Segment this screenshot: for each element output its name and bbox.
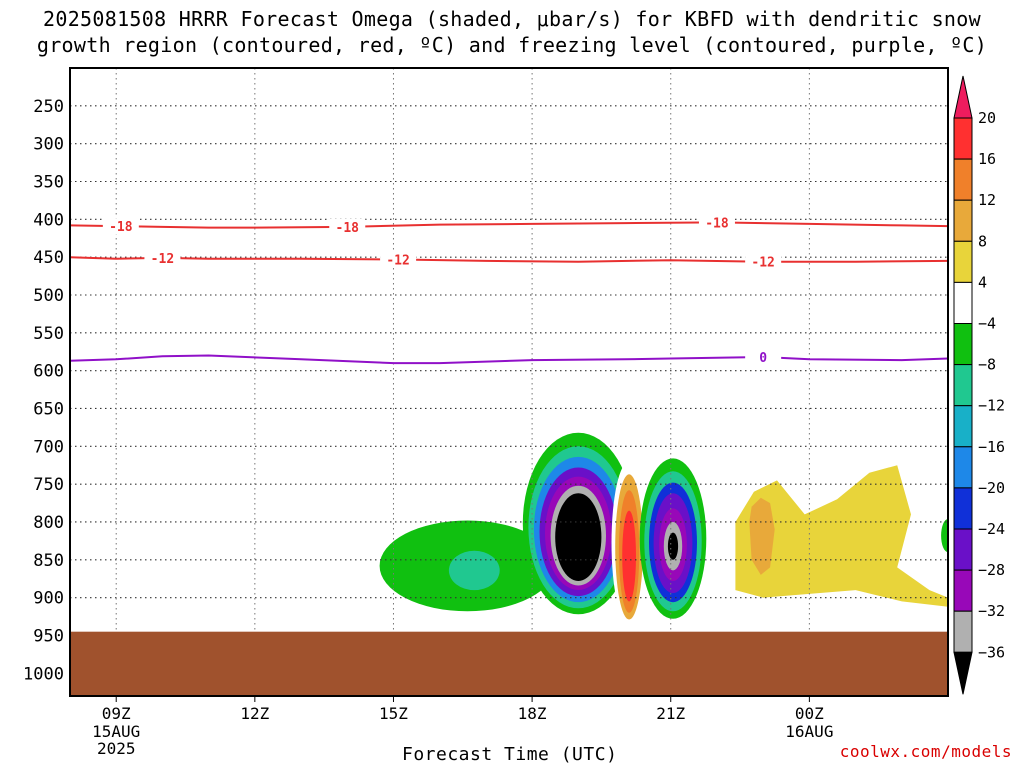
x-tick-sublabel: 16AUG [785,722,833,741]
y-tick-label: 1000 [23,664,64,684]
colorbar-bin [953,405,973,448]
x-axis-title: Forecast Time (UTC) [402,744,618,765]
contour-label-bg [698,214,735,231]
contour-path [70,221,948,229]
omega-shade [448,550,500,591]
y-tick-label: 750 [33,475,64,495]
y-tick-label: 850 [33,551,64,571]
ground-terrain [70,631,948,696]
colorbar-tick-label: 4 [978,273,987,291]
y-tick-label: 500 [33,286,64,306]
x-tick-label: 15Z [379,704,408,723]
colorbar-tick-label: −28 [978,561,1005,579]
contour-label-bg [144,249,181,266]
omega-shade [555,493,602,581]
y-tick-label: 800 [33,513,64,533]
colorbar-bin [953,610,973,653]
contour-label: -18 [109,220,133,235]
y-tick-label: 250 [33,97,64,117]
colorbar-bottom-arrow [953,651,973,695]
colorbar-bin [953,364,973,407]
colorbar-tick-label: −32 [978,602,1005,620]
colorbar-tick-label: 16 [978,150,996,168]
chart-title-line-2: growth region (contoured, red, ºC) and f… [36,33,988,57]
colorbar-tick-label: 12 [978,191,996,209]
omega-shade [667,532,679,560]
x-tick-label: 18Z [518,704,547,723]
colorbar: 20 16 12 8 4 −4 −8 −12 −16 −20 −24 −28 −32 −36 [953,75,1005,695]
contour-label: -12 [751,256,774,271]
omega-shade [622,510,636,602]
colorbar-bin [953,487,973,530]
omega-region [716,407,948,615]
y-tick-label: 400 [33,210,64,230]
omega-region [522,432,634,615]
contour-line: -18 -18 -18 [70,214,948,236]
y-tick-label: 650 [33,399,64,419]
colorbar-bin [953,281,973,324]
contour-label-bg [329,218,366,235]
watermark: coolwx.com/models [839,742,1012,761]
x-tick-sublabel: 15AUG [92,722,140,741]
colorbar-bin [953,158,973,201]
colorbar-tick-label: −8 [978,356,996,374]
x-tick-label: 12Z [240,704,269,723]
omega-shade [735,465,948,607]
contour-label: -12 [151,252,174,267]
colorbar-tick-label: −36 [978,643,1005,661]
omega-shade [749,497,775,575]
chart-title-line-1: 2025081508 HRRR Forecast Omega (shaded, … [43,7,981,31]
contour-label-bg [380,251,417,268]
y-tick-label: 550 [33,324,64,344]
contour-label-bg [745,253,782,270]
y-tick-label: 300 [33,135,64,155]
x-tick-label: 00Z [795,704,824,723]
colorbar-bin [953,569,973,612]
contour-label: 0 [759,351,767,366]
colorbar-tick-label: −24 [978,520,1005,538]
x-tick-label: 21Z [656,704,685,723]
omega-region [146,225,174,507]
colorbar-bin [953,199,973,242]
contour-label: -12 [386,254,409,269]
omega-region [379,520,556,612]
colorbar-tick-label: −12 [978,397,1005,415]
y-tick-label: 350 [33,172,64,192]
colorbar-bin [953,117,973,160]
colorbar-tick-label: −20 [978,479,1005,497]
contour-label-bg [102,218,139,235]
contour-label: -18 [336,221,360,236]
y-tick-label: 950 [33,626,64,646]
omega-shade [941,519,948,553]
y-tick-label: 450 [33,248,64,268]
colorbar-bin [953,528,973,571]
plot-area: -18 -18 -18 -12 -12 -12 0 [70,68,948,696]
contour-line: 0 [70,349,948,366]
colorbar-top-arrow [953,75,973,119]
x-tick-label: 09Z [102,704,131,723]
plot-frame [69,67,949,697]
colorbar-bin [953,446,973,489]
colorbar-tick-label: 20 [978,109,996,127]
omega-region [611,461,647,625]
x-tick-sublabel: 2025 [97,739,136,758]
contour-path [70,256,948,263]
omega-shade [146,225,174,507]
y-tick-label: 600 [33,362,64,382]
contour-label-bg [745,349,782,366]
colorbar-bin [953,323,973,366]
contour-label: -18 [705,216,729,231]
y-tick-label: 700 [33,437,64,457]
colorbar-bin [953,240,973,283]
colorbar-tick-label: −16 [978,438,1005,456]
y-tick-label: 900 [33,589,64,609]
contour-line: -12 -12 -12 [70,249,948,271]
contour-path [70,354,948,365]
omega-region [941,519,948,553]
colorbar-tick-label: −4 [978,315,996,333]
omega-region [639,458,707,619]
colorbar-tick-label: 8 [978,232,987,250]
